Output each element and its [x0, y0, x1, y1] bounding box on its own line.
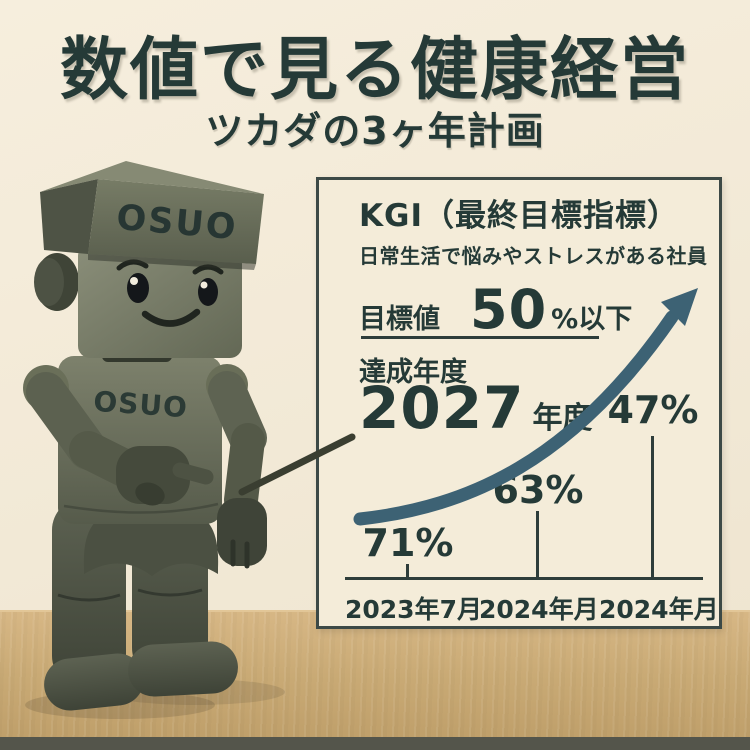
desk-surface [0, 610, 750, 750]
x-axis-line [345, 577, 703, 580]
axis-tick-2 [536, 511, 539, 578]
target-suffix: %以下 [551, 304, 633, 335]
mascot-chest-label: OSUO [92, 385, 189, 425]
eyebrow-left [116, 259, 149, 271]
kgi-description: 日常生活で悩みやストレスがある社員 [359, 244, 708, 268]
x-axis-label-3: 2024年月 [599, 595, 719, 624]
robot-ear [34, 253, 79, 311]
data-point-label-3: 47% [607, 388, 699, 432]
mascot-hat-label: OSUO [115, 198, 239, 248]
page-subtitle: ツカダの3ヶ年計画 [205, 109, 545, 153]
axis-tick-3 [651, 436, 654, 578]
eye-right [198, 278, 218, 306]
data-point-label-1: 71% [362, 521, 454, 565]
page-title: 数値で見る健康経営 [59, 31, 690, 110]
robot-arm-hanging [206, 364, 267, 569]
eyebrow-right [192, 264, 224, 275]
axis-tick-1 [406, 564, 409, 578]
target-label: 目標値 [359, 304, 440, 335]
pointing-finger [172, 462, 214, 485]
x-axis-label-2: 2024年月 [479, 595, 599, 624]
robot-arm-pointing [23, 365, 214, 506]
robot-hat: OSUO [40, 161, 264, 270]
year-value: 2027 [359, 374, 525, 442]
robot-neck [102, 340, 172, 362]
data-point-label-2: 63% [492, 468, 584, 512]
eye-left [127, 273, 149, 303]
kgi-panel: KGI（最終目標指標） 日常生活で悩みやストレスがある社員 目標値 50 %以下… [316, 177, 722, 629]
year-suffix: 年度 [532, 401, 593, 436]
robot-head [78, 244, 242, 358]
robot-torso: OSUO [58, 356, 222, 524]
year-row: 2027 年度 [359, 374, 592, 442]
target-value: 50 [470, 278, 548, 341]
kgi-heading: KGI（最終目標指標） [359, 198, 680, 234]
x-axis-label-1: 2023年7月 [345, 595, 482, 624]
target-row: 目標値 50 %以下 [359, 278, 632, 341]
divider-line [361, 336, 599, 339]
desk-front-edge [0, 737, 750, 750]
smile [141, 308, 201, 327]
robot-hips [83, 514, 219, 576]
